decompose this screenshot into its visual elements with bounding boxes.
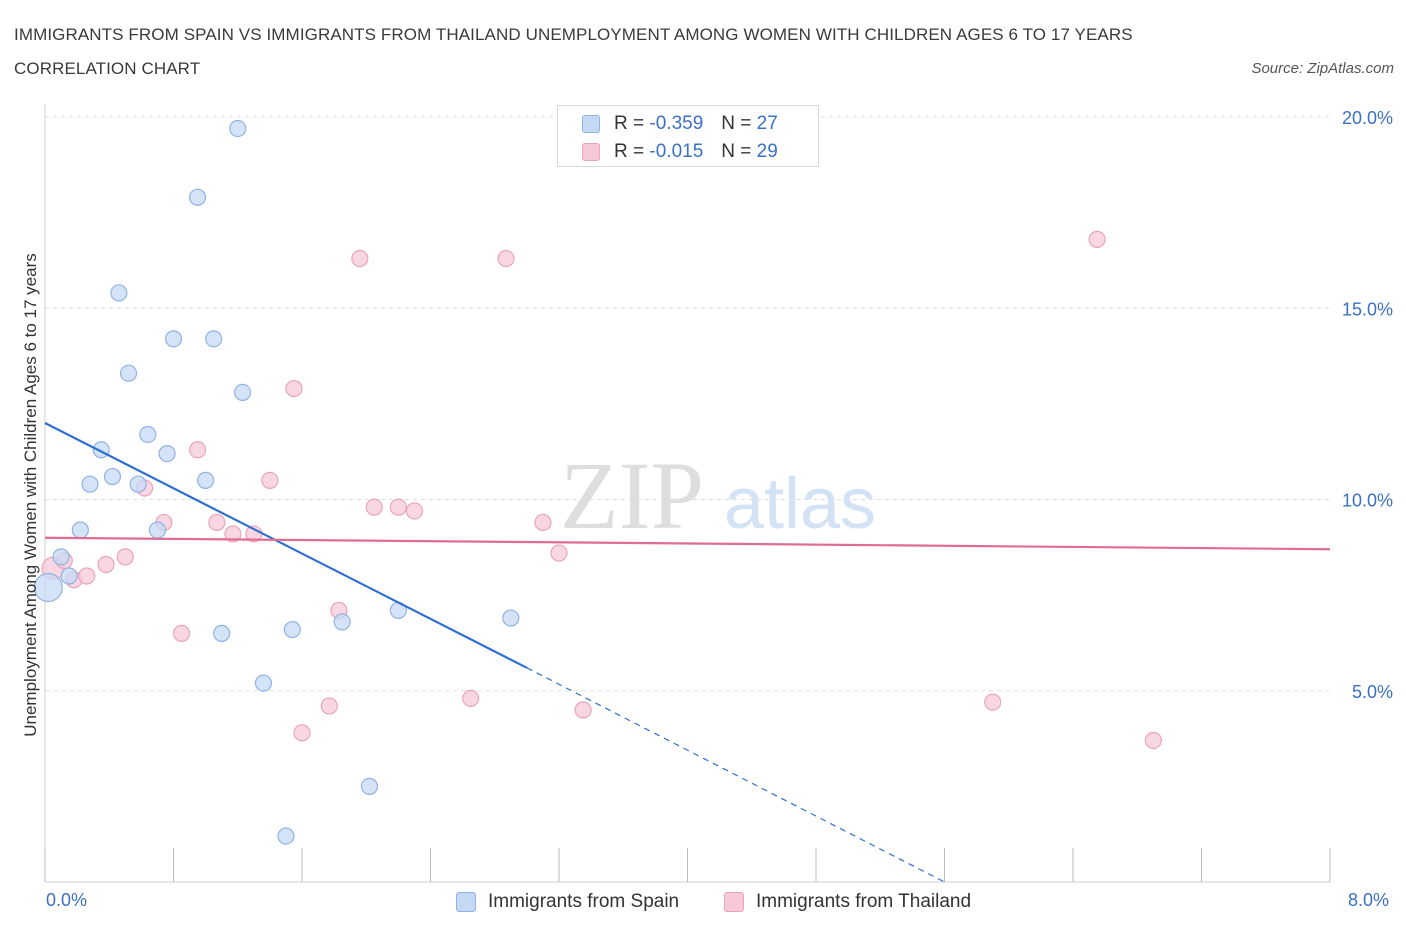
correlation-legend: R = -0.359 N = 27 R = -0.015 N = 29 (557, 105, 819, 167)
x-tick-label-max: 8.0% (1348, 890, 1390, 910)
spain-point (283, 620, 301, 639)
y-tick-label: 10.0% (1342, 491, 1393, 511)
thailand-point (365, 498, 383, 516)
spain-point (333, 613, 351, 631)
thailand-point (351, 249, 369, 268)
spain-trend-extension (526, 667, 945, 883)
watermark-zip: ZIP (560, 442, 704, 549)
spain-point (110, 284, 128, 302)
spain-point (502, 609, 520, 627)
spain-point (213, 624, 231, 642)
legend-spain-n-label: N = (721, 113, 752, 134)
spain-point (139, 425, 157, 444)
y-axis-label: Unemployment Among Women with Children A… (21, 253, 40, 737)
legend-thailand-r-label: R = (614, 141, 645, 162)
legend-row-spain: R = -0.359 N = 27 (582, 112, 778, 136)
bottom-legend-label-spain: Immigrants from Spain (488, 891, 680, 912)
spain-point (205, 330, 223, 348)
points-layer (33, 119, 1162, 845)
spain-point (52, 548, 70, 566)
grid-layer: 5.0% 10.0% 15.0% 20.0% (45, 108, 1393, 702)
spain-point (188, 188, 207, 206)
legend-row-thailand: R = -0.015 N = 29 (582, 140, 778, 164)
spain-point (360, 777, 379, 795)
legend-swatch-thailand (582, 143, 600, 161)
legend-spain-n-value: 27 (756, 113, 778, 134)
legend-swatch-spain (582, 115, 600, 133)
thailand-point (172, 624, 191, 642)
chart-title: IMMIGRANTS FROM SPAIN VS IMMIGRANTS FROM… (14, 25, 1133, 78)
spain-point (277, 827, 295, 845)
bottom-legend-thailand: Immigrants from Thailand (724, 888, 971, 916)
y-tick-label: 5.0% (1352, 682, 1393, 702)
source-label: Source: ZipAtlas.com (1251, 60, 1394, 77)
spain-point (233, 383, 252, 401)
thailand-point (574, 701, 592, 719)
spain-point (254, 674, 273, 692)
spain-point (229, 119, 247, 138)
spain-point (81, 475, 99, 493)
thailand-trend-line (44, 536, 1331, 551)
spain-point (33, 572, 63, 603)
thailand-point (293, 724, 311, 742)
spain-trend-line (44, 422, 528, 669)
thailand-point (116, 548, 134, 566)
thailand-point (224, 525, 242, 543)
legend-thailand-n-label: N = (721, 141, 752, 162)
bottom-legend-swatch-thailand (724, 892, 744, 912)
spain-point (71, 521, 89, 539)
thailand-point (97, 555, 115, 574)
trend-layer (44, 422, 1331, 883)
bottom-legend-swatch-spain (456, 892, 476, 912)
thailand-point (1088, 230, 1106, 248)
spain-point (60, 567, 78, 585)
thailand-point (261, 471, 279, 489)
thailand-point (984, 693, 1002, 711)
y-tick-label: 15.0% (1342, 299, 1393, 319)
bottom-legend-spain: Immigrants from Spain (456, 888, 679, 916)
thailand-point (1144, 731, 1162, 750)
thailand-point (389, 498, 407, 516)
spain-point (129, 475, 147, 493)
legend-thailand-n-value: 29 (756, 141, 778, 162)
bottom-legend-label-thailand: Immigrants from Thailand (756, 891, 972, 912)
x-tick-label-min: 0.0% (46, 890, 88, 910)
legend-spain-r-value: -0.359 (649, 113, 704, 134)
legend-spain-r-label: R = (614, 113, 645, 134)
thailand-point (534, 513, 552, 532)
thailand-point (285, 379, 303, 398)
thailand-point (550, 544, 568, 562)
thailand-point (208, 513, 226, 532)
thailand-point (320, 697, 338, 715)
spain-point (197, 471, 215, 489)
thailand-point (462, 689, 480, 708)
thailand-point (405, 502, 424, 520)
spain-point (103, 467, 122, 486)
axis-layer (44, 104, 1331, 883)
legend-thailand-r-value: -0.015 (649, 141, 704, 162)
spain-point (164, 330, 183, 348)
spain-point (119, 364, 138, 382)
watermark-atlas: atlas (724, 464, 876, 544)
thailand-point (497, 249, 515, 268)
y-tick-label: 20.0% (1342, 108, 1393, 128)
spain-point (158, 445, 176, 463)
thailand-point (78, 567, 96, 585)
thailand-point (188, 441, 207, 459)
spain-point (148, 521, 167, 539)
